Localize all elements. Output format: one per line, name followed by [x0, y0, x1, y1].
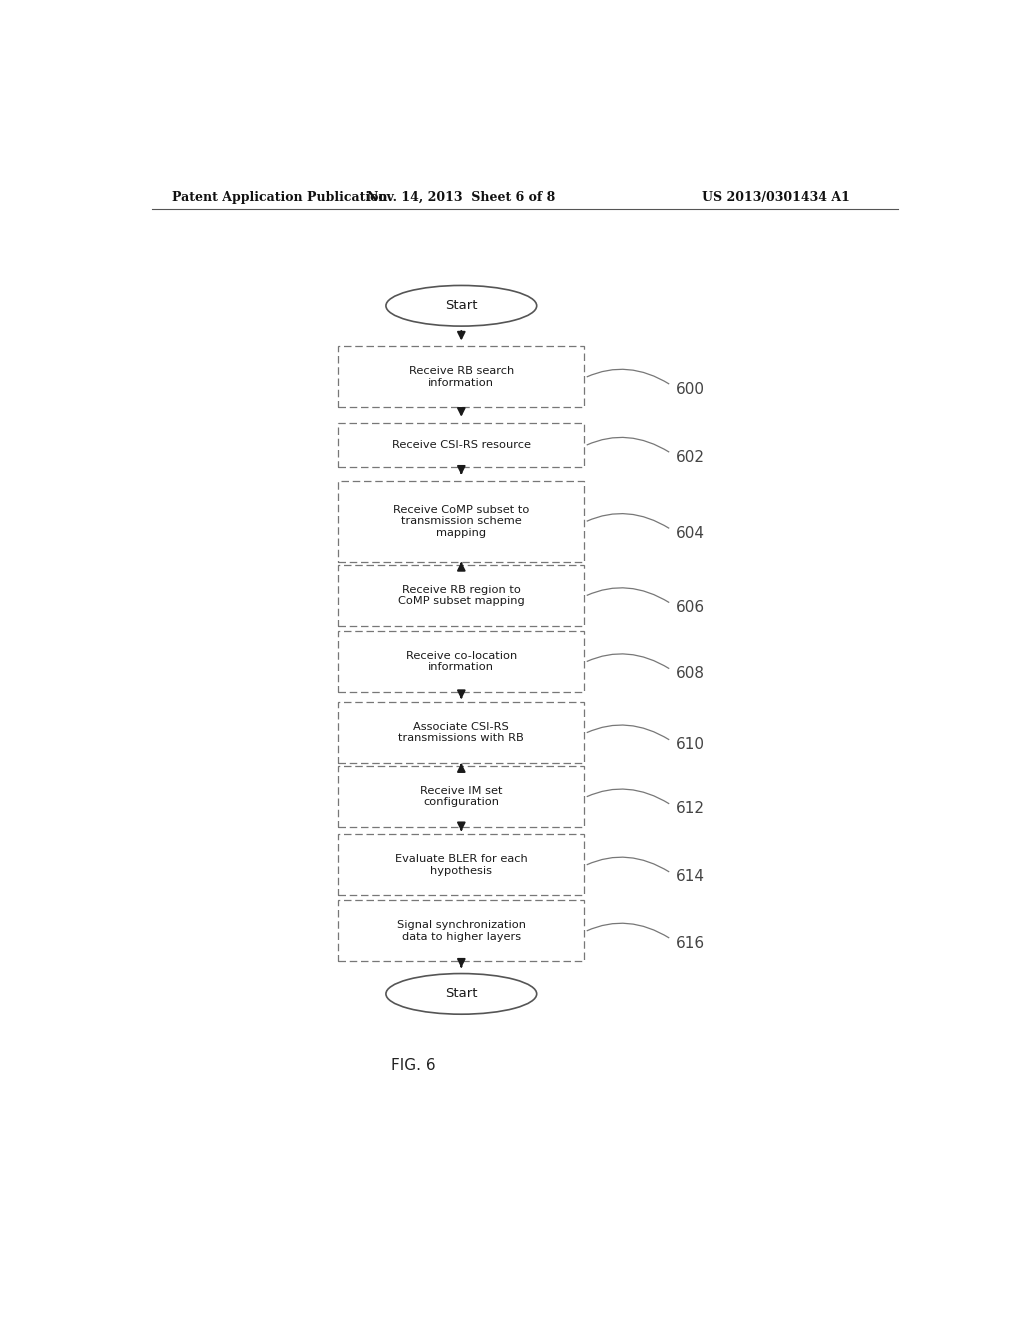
Text: 614: 614: [676, 870, 705, 884]
Text: 600: 600: [676, 381, 705, 396]
FancyBboxPatch shape: [338, 422, 585, 467]
Text: 604: 604: [676, 525, 705, 541]
Ellipse shape: [386, 285, 537, 326]
Ellipse shape: [386, 974, 537, 1014]
FancyBboxPatch shape: [338, 631, 585, 692]
Text: Receive co-location
information: Receive co-location information: [406, 651, 517, 672]
Text: Signal synchronization
data to higher layers: Signal synchronization data to higher la…: [397, 920, 525, 941]
FancyBboxPatch shape: [338, 766, 585, 828]
Text: Start: Start: [445, 987, 477, 1001]
FancyBboxPatch shape: [338, 565, 585, 626]
Text: Nov. 14, 2013  Sheet 6 of 8: Nov. 14, 2013 Sheet 6 of 8: [368, 190, 555, 203]
FancyBboxPatch shape: [338, 834, 585, 895]
Text: Evaluate BLER for each
hypothesis: Evaluate BLER for each hypothesis: [395, 854, 527, 875]
Text: Start: Start: [445, 300, 477, 313]
Text: Receive CSI-RS resource: Receive CSI-RS resource: [392, 440, 530, 450]
Text: 616: 616: [676, 936, 705, 950]
Text: 606: 606: [676, 601, 705, 615]
Text: US 2013/0301434 A1: US 2013/0301434 A1: [702, 190, 850, 203]
Text: Receive RB search
information: Receive RB search information: [409, 366, 514, 388]
Text: Receive IM set
configuration: Receive IM set configuration: [420, 785, 503, 808]
Text: Patent Application Publication: Patent Application Publication: [172, 190, 387, 203]
FancyBboxPatch shape: [338, 346, 585, 408]
Text: 602: 602: [676, 450, 705, 465]
Text: 608: 608: [676, 667, 705, 681]
Text: 610: 610: [676, 738, 705, 752]
FancyBboxPatch shape: [338, 900, 585, 961]
Text: FIG. 6: FIG. 6: [391, 1057, 436, 1073]
Text: Receive RB region to
CoMP subset mapping: Receive RB region to CoMP subset mapping: [398, 585, 524, 606]
Text: 612: 612: [676, 801, 705, 816]
FancyBboxPatch shape: [338, 702, 585, 763]
Text: Associate CSI-RS
transmissions with RB: Associate CSI-RS transmissions with RB: [398, 722, 524, 743]
Text: Receive CoMP subset to
transmission scheme
mapping: Receive CoMP subset to transmission sche…: [393, 504, 529, 537]
FancyBboxPatch shape: [338, 480, 585, 562]
